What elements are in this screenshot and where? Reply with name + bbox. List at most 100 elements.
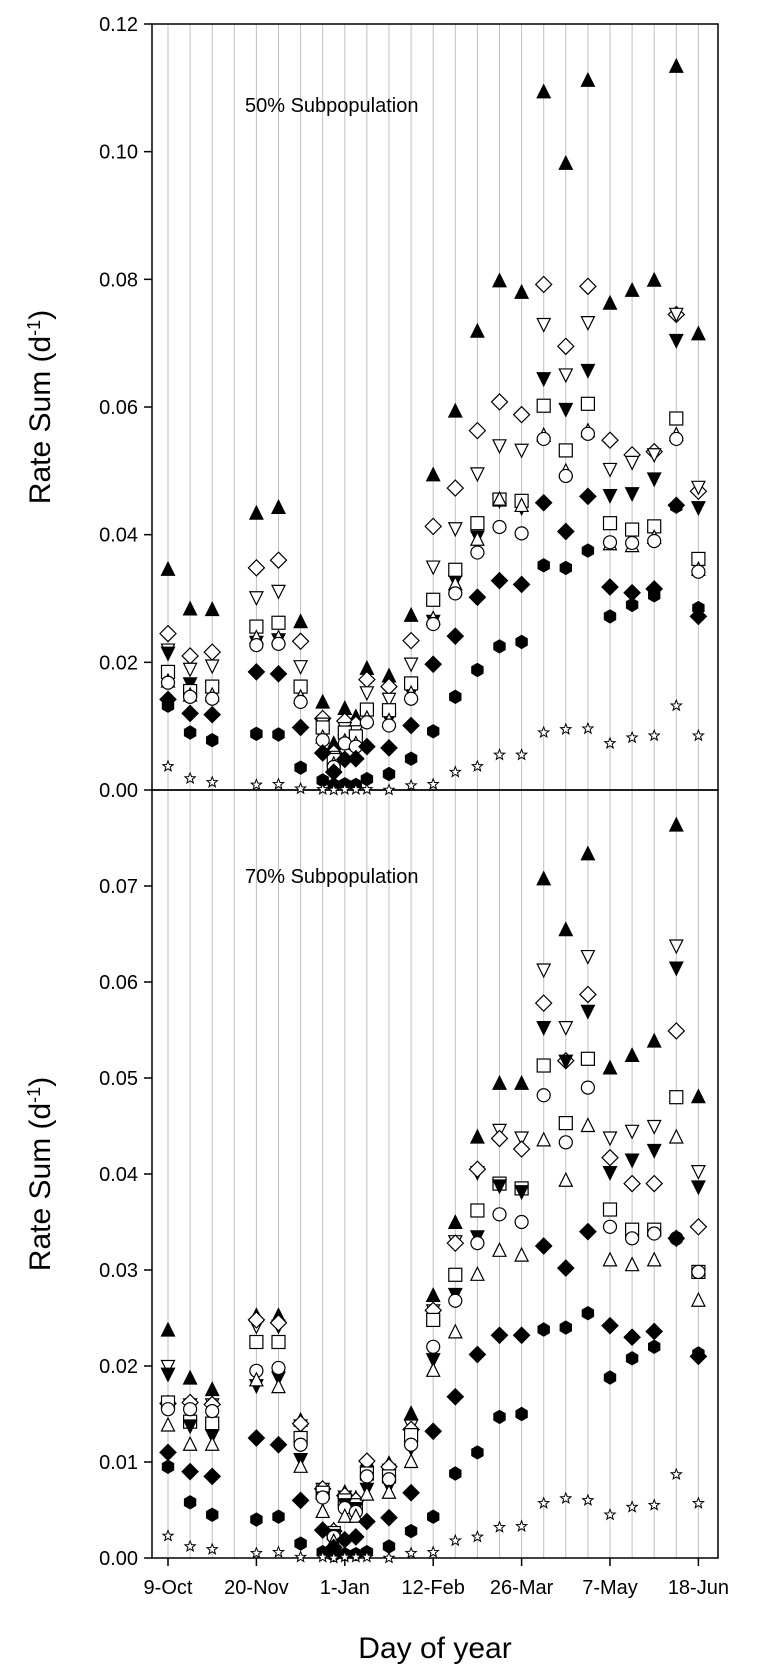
data-point: [469, 530, 485, 546]
data-point: [580, 1117, 596, 1133]
data-point: [668, 57, 684, 73]
data-point: [426, 1545, 440, 1558]
data-point: [427, 1509, 440, 1524]
data-point: [558, 1171, 574, 1187]
data-point: [402, 631, 420, 650]
plot-frame: [151, 23, 719, 791]
data-point: [691, 1496, 705, 1509]
data-point: [646, 1119, 662, 1135]
data-point: [424, 655, 443, 674]
data-point: [183, 689, 198, 704]
data-point: [160, 560, 176, 576]
data-point: [580, 1004, 596, 1020]
data-point: [669, 431, 684, 447]
y-axis-title-text: Rate Sum (d-1): [24, 310, 57, 504]
data-point: [536, 1088, 551, 1103]
data-point: [580, 1080, 596, 1095]
data-point: [559, 1320, 573, 1335]
data-point: [669, 698, 683, 712]
data-point: [426, 777, 440, 790]
y-tick-label: 0.04: [99, 525, 138, 547]
data-point: [468, 588, 487, 607]
data-point: [427, 724, 440, 739]
data-point: [492, 748, 507, 761]
data-point: [691, 564, 706, 579]
y-tick-label: 0.02: [99, 652, 138, 674]
data-point: [469, 1265, 485, 1281]
data-point: [556, 522, 575, 541]
data-point: [559, 722, 573, 735]
data-point: [160, 1359, 176, 1375]
data-point: [646, 271, 662, 287]
series-group: [159, 57, 708, 796]
data-point: [558, 1021, 574, 1036]
data-point: [534, 493, 553, 512]
data-point: [515, 634, 528, 650]
data-point: [515, 748, 529, 761]
data-point: [359, 1469, 374, 1484]
data-point: [181, 704, 199, 723]
data-point: [602, 1165, 618, 1181]
y-tick-label: 0.03: [99, 1260, 138, 1282]
y-tick-label: 0.01: [99, 1452, 138, 1474]
data-point: [670, 499, 683, 514]
data-point: [381, 718, 397, 733]
data-point: [316, 782, 330, 795]
data-point: [247, 663, 266, 681]
data-point: [360, 782, 374, 795]
data-point: [203, 643, 222, 661]
data-point: [646, 448, 662, 464]
data-point: [293, 1437, 308, 1452]
y-tick-label: 0.08: [99, 269, 138, 291]
data-point: [470, 1530, 484, 1543]
data-point: [515, 1406, 528, 1422]
data-point: [205, 775, 219, 788]
data-point: [558, 921, 574, 937]
data-point: [449, 689, 462, 704]
data-point: [690, 1165, 706, 1180]
y-axis-title: Rate Sum (d-1): [24, 310, 57, 504]
data-point: [249, 637, 264, 653]
data-point: [625, 1351, 639, 1366]
data-point: [558, 154, 574, 170]
y-tick-label: 0.12: [99, 14, 138, 36]
data-point: [558, 1054, 574, 1070]
data-point: [337, 1507, 353, 1523]
x-tick-label: 18-Jun: [668, 1577, 729, 1599]
data-point: [601, 431, 619, 450]
data-point: [624, 455, 640, 471]
data-point: [492, 490, 507, 506]
data-point: [492, 519, 507, 535]
data-point: [425, 560, 441, 576]
data-point: [691, 1264, 706, 1280]
data-point: [514, 1214, 529, 1230]
x-axis-title: Day of year: [358, 1632, 511, 1665]
data-point: [349, 1550, 363, 1563]
data-point: [668, 961, 684, 977]
data-point: [647, 588, 661, 603]
data-point: [469, 322, 485, 338]
data-point: [269, 551, 288, 570]
data-point: [271, 1545, 286, 1558]
data-point: [291, 718, 310, 737]
data-point: [534, 1237, 553, 1255]
data-point: [603, 1370, 617, 1385]
data-point: [668, 333, 684, 349]
data-point: [183, 725, 197, 740]
data-point: [536, 317, 552, 333]
data-point: [490, 393, 509, 411]
data-point: [492, 272, 507, 288]
data-point: [493, 639, 506, 654]
data-point: [347, 1528, 365, 1546]
data-point: [249, 1334, 264, 1350]
data-point: [559, 560, 573, 576]
data-point: [269, 1435, 288, 1454]
data-point: [203, 1467, 222, 1486]
data-point: [160, 1416, 176, 1432]
data-point: [204, 1381, 220, 1397]
data-point: [161, 759, 175, 772]
data-point: [360, 1550, 374, 1563]
data-point: [183, 771, 197, 785]
data-point: [204, 1435, 220, 1451]
data-point: [338, 1550, 352, 1563]
